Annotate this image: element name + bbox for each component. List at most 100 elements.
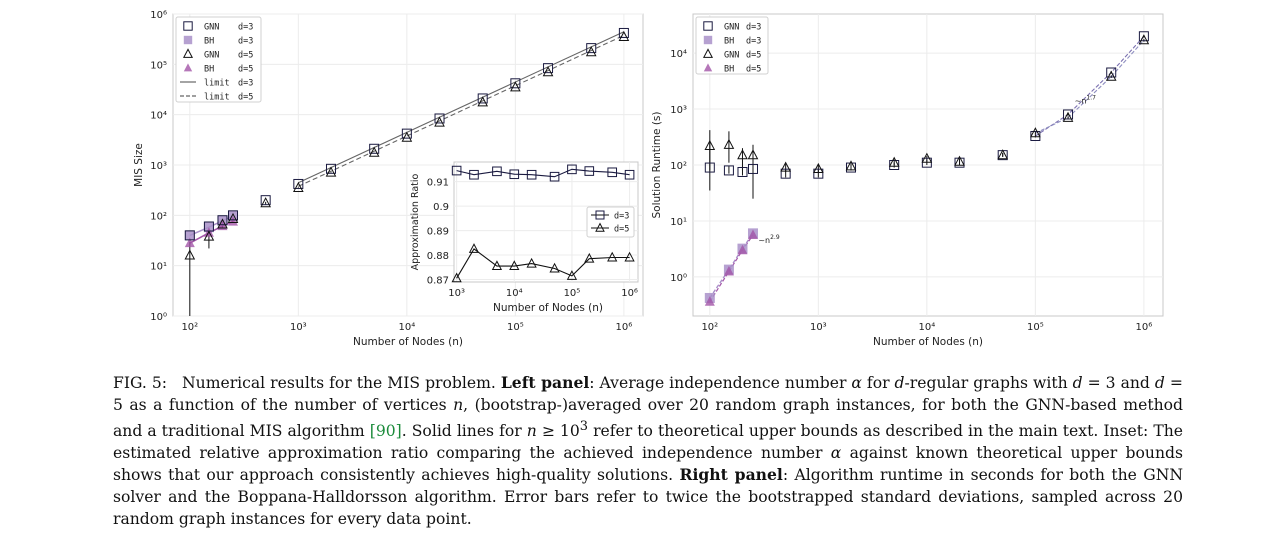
legend-marker-icon: [703, 35, 713, 45]
inset-x-tick-label: 10⁶: [621, 288, 638, 299]
legend-series-name: BH: [724, 37, 734, 47]
right-y-tick-label: 10²: [670, 161, 687, 172]
legend-marker-icon: [183, 21, 193, 31]
inset-legend-label: d=5: [614, 225, 629, 235]
caption-lead: Numerical results for the MIS problem.: [182, 374, 496, 392]
caption-text-6: ≥ 10: [536, 422, 580, 441]
left-tick-labels: 10² 10³ 10⁴ 10⁵ 10⁶ 10⁰ 10¹ 10² 10³ 10⁴ 10⁵ 10⁶: [150, 10, 632, 333]
gnn-d3-point: [586, 43, 597, 54]
right-grid: [693, 14, 1163, 316]
bh-d3-point: [184, 230, 195, 241]
caption-right-panel-title: Right panel: [679, 465, 783, 485]
inset-legend-label: d=3: [614, 212, 629, 222]
gnn-d3-point: [1106, 67, 1117, 78]
gnn-d3-point: [813, 168, 824, 179]
inset-d3-point: [492, 166, 502, 177]
right-y-tick-label: 10³: [670, 105, 687, 116]
scaling-annotation: ~n2.9: [758, 234, 780, 245]
legend-series-param: d=5: [238, 51, 253, 61]
gnn-d3-point: [737, 166, 748, 177]
inset-d5-point: [451, 272, 462, 283]
gnn-d5-point: [1138, 34, 1150, 45]
inset-d5-point: [607, 251, 618, 262]
gnn-d5-point: [368, 146, 380, 157]
right-y-tick-label: 10¹: [670, 217, 687, 228]
left-y-tick-label: 10³: [150, 161, 167, 172]
gnn-d5-point: [845, 160, 857, 171]
caption-citation-link[interactable]: [90]: [369, 422, 402, 441]
figure-caption: FIG. 5: Numerical results for the MIS pr…: [113, 372, 1183, 530]
left-x-axis-label: Number of Nodes (n): [353, 336, 463, 348]
gnn-d5-point: [1030, 127, 1041, 138]
left-x-tick-label: 10²: [181, 322, 198, 333]
gnn-d3-point: [293, 178, 304, 189]
bh-d5-point: [184, 237, 195, 248]
inset-d5-point: [584, 252, 595, 263]
gnn-d3-point: [543, 63, 554, 74]
left-legend: GNN d=3 BH d=3 GNN d=5 BH d=5 limit d=3 limit d=5: [175, 16, 262, 103]
gnn-d3-point: [217, 215, 228, 226]
inset-d3-line: [456, 168, 630, 178]
legend-series-param: d=3: [746, 23, 761, 33]
caption-left-panel-title: Left panel: [500, 373, 590, 392]
legend-series-param: d=5: [746, 51, 761, 61]
left-y-tick-label: 10¹: [150, 262, 167, 273]
limit-d3-line: [298, 31, 625, 184]
inset-d5-point: [566, 270, 578, 280]
gnn-d3-point: [401, 128, 412, 139]
inset-legend-marker-icon: [595, 222, 605, 232]
gnn-d5-point: [542, 66, 554, 77]
gnn-d5-point: [618, 30, 630, 42]
inset-d5-point: [549, 262, 560, 273]
left-plot-area: [184, 27, 630, 316]
caption-text-1: : Average independence number: [589, 374, 852, 392]
left-y-tick-label: 10⁴: [150, 111, 167, 122]
bh-d3-point: [227, 210, 238, 221]
inset-d5-point: [491, 260, 503, 271]
inset-d5-point: [509, 260, 520, 271]
legend-series-name: GNN: [204, 51, 219, 61]
right-plot-area: [704, 31, 1150, 306]
scaling-annotation: ~n1.7: [1075, 95, 1097, 106]
caption-text-4: , (bootstrap-)averaged over 20 random gr…: [113, 396, 1183, 441]
gnn-d3-point: [889, 160, 900, 170]
scaling-annotation-exponent: 2.9: [770, 234, 780, 241]
caption-text-9: : Algorithm runtime in seconds for both …: [113, 466, 1183, 529]
legend-series-name: BH: [204, 65, 214, 75]
legend-series-name: GNN: [724, 23, 739, 33]
bh-d5-point: [723, 265, 734, 276]
bh-d5-line: [189, 220, 234, 244]
gnn-d3-point: [1063, 109, 1074, 120]
legend-marker-icon: [183, 35, 193, 45]
gnn-d5-point: [477, 96, 489, 107]
gnn-d5-point: [585, 46, 597, 57]
caption-d: d: [894, 374, 905, 392]
inset-y-tick-label: 0.87: [427, 276, 449, 287]
gnn-d5-point: [723, 138, 735, 149]
inset-d3-point: [567, 164, 577, 175]
legend-series-name: limit: [204, 79, 230, 89]
inset-y-tick-label: 0.91: [427, 178, 449, 189]
gnn-d5-point: [325, 166, 337, 177]
right-legend: GNN d=3 BH d=3 GNN d=5 BH d=5: [695, 16, 769, 75]
caption-label: FIG. 5:: [113, 374, 168, 392]
right-y-axis-label: Solution Runtime (s): [651, 112, 663, 219]
inset-legend-marker-icon: [595, 210, 605, 220]
inset-x-axis-label: Number of Nodes (n): [493, 302, 603, 314]
caption-text-8: against known theoretical upper bounds s…: [113, 444, 1183, 485]
gnn-d5-point: [1105, 70, 1117, 81]
legend-marker-icon: [703, 63, 713, 72]
legend-series-param: d=3: [238, 79, 253, 89]
inset-d3-point: [451, 165, 462, 176]
caption-text-2: for: [861, 374, 895, 392]
inset-y-tick-label: 0.89: [427, 227, 449, 238]
legend-marker-icon: [702, 48, 714, 58]
gnn-d3-point: [184, 230, 195, 241]
bh-d3-line: [709, 233, 754, 299]
left-y-tick-label: 10⁰: [150, 312, 167, 323]
gnn-d3-point: [954, 157, 965, 168]
left-y-tick-label: 10⁵: [150, 60, 167, 71]
left-x-tick-label: 10⁶: [616, 322, 633, 333]
inset-y-tick-label: 0.9: [433, 202, 449, 213]
caption-alpha-2: α: [830, 444, 842, 463]
